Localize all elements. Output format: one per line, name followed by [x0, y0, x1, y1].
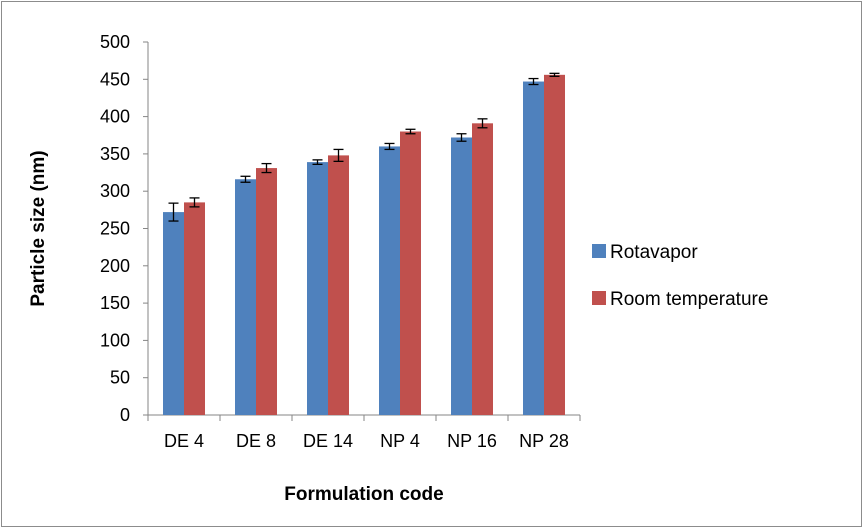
y-tick-label: 400 [100, 107, 130, 127]
x-axis-title: Formulation code [284, 484, 443, 505]
bar-room-temperature-np-16 [472, 123, 493, 416]
x-tick-label: DE 14 [303, 431, 353, 451]
y-tick-label: 150 [100, 293, 130, 313]
axes [143, 41, 581, 421]
error-bars [168, 72, 560, 222]
legend-swatch-room-temperature [592, 291, 606, 305]
bar-room-temperature-de-4 [184, 202, 205, 415]
y-tick-label: 500 [100, 32, 130, 52]
x-tick-label: DE 8 [236, 431, 276, 451]
y-tick-label: 250 [100, 219, 130, 239]
legend-swatch-rotavapor [592, 244, 606, 258]
x-tick-label: DE 4 [164, 431, 204, 451]
bar-room-temperature-de-14 [328, 155, 349, 415]
bar-rotavapor-np-4 [379, 146, 400, 415]
y-tick-label: 450 [100, 69, 130, 89]
bar-rotavapor-de-4 [163, 212, 184, 415]
legend-label-rotavapor: Rotavapor [610, 242, 698, 263]
x-tick-label: NP 28 [519, 431, 569, 451]
y-tick-label: 300 [100, 181, 130, 201]
x-tick-label: NP 4 [380, 431, 420, 451]
x-tick-label: NP 16 [447, 431, 497, 451]
bar-rotavapor-np-16 [451, 137, 472, 415]
y-axis-title: Particle size (nm) [28, 150, 49, 306]
y-tick-label: 350 [100, 144, 130, 164]
bar-rotavapor-de-14 [307, 162, 328, 415]
y-tick-label: 100 [100, 330, 130, 350]
y-tick-labels: 0 50 100 150 200 250 300 350 400 450 500 [100, 32, 130, 425]
bars [163, 74, 565, 416]
y-tick-label: 50 [110, 368, 130, 388]
legend: Rotavapor Room temperature [592, 242, 768, 310]
y-tick-label: 200 [100, 256, 130, 276]
bar-room-temperature-np-28 [544, 74, 565, 415]
bar-rotavapor-np-28 [523, 81, 544, 416]
bar-room-temperature-np-4 [400, 131, 421, 415]
bar-room-temperature-de-8 [256, 168, 277, 415]
y-tick-label: 0 [120, 405, 130, 425]
x-tick-labels: DE 4 DE 8 DE 14 NP 4 NP 16 NP 28 [164, 431, 569, 451]
legend-label-room-temperature: Room temperature [610, 289, 768, 310]
bar-rotavapor-de-8 [235, 179, 256, 415]
